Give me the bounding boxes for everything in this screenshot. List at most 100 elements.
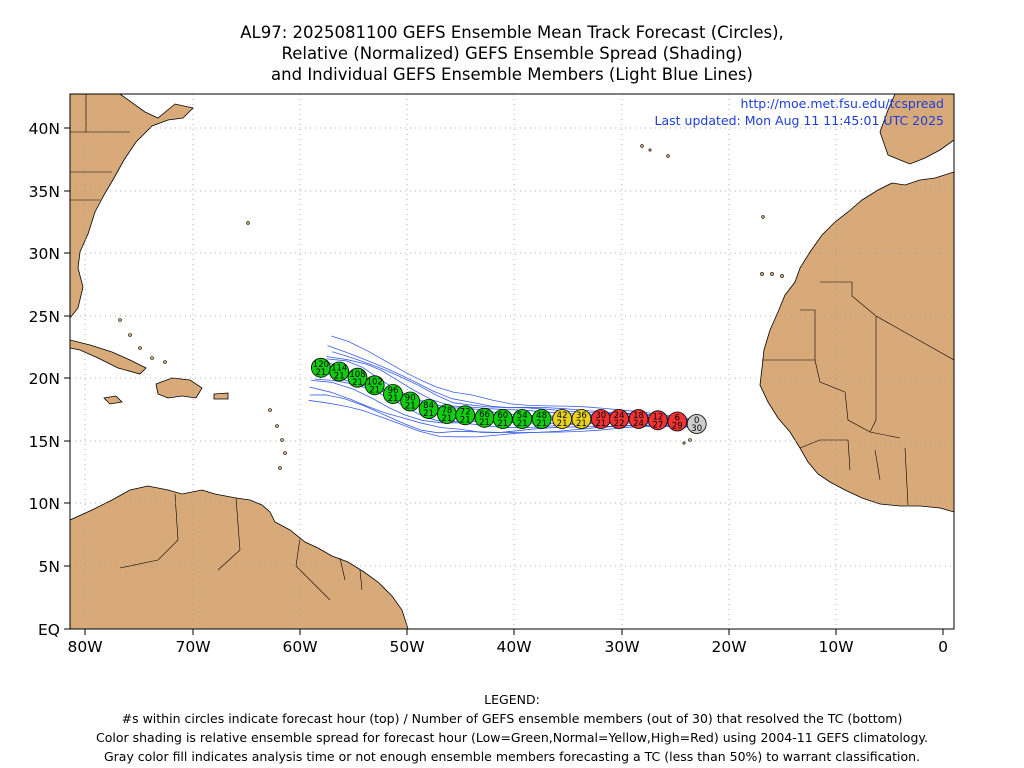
- track-hour-label: 84: [423, 401, 434, 411]
- track-members-label: 21: [576, 419, 587, 429]
- track-members-label: 21: [517, 419, 528, 429]
- lat-label-20n: 20N: [29, 370, 60, 388]
- track-circle: [648, 410, 668, 431]
- track-circle: [531, 409, 552, 429]
- hispaniola-land: [155, 377, 203, 399]
- legend-line-3: Gray color fill indicates analysis time …: [103, 749, 921, 764]
- lon-label-80w: 80W: [67, 638, 102, 656]
- track-hour-label: 114: [331, 364, 347, 374]
- track-hour-label: 66: [479, 410, 490, 420]
- track-members-label: 29: [672, 422, 683, 432]
- track-members-label: 21: [388, 394, 399, 404]
- tick-marks: [64, 127, 944, 635]
- lon-label-10w: 10W: [818, 638, 853, 656]
- track-hour-label: 108: [349, 370, 365, 380]
- track-members-label: 21: [595, 419, 606, 429]
- track-members-label: 21: [423, 409, 434, 419]
- track-circle: [347, 367, 368, 388]
- track-hour-label: 102: [367, 377, 383, 387]
- track-members-label: 30: [691, 424, 702, 434]
- track-members-label: 21: [460, 415, 471, 425]
- track-members-label: 21: [497, 419, 508, 429]
- lat-label-40n: 40N: [29, 120, 60, 138]
- legend: LEGEND: #s within circles indicate forec…: [0, 690, 1024, 766]
- ensemble-member-line: [309, 394, 697, 434]
- track-hour-label: 90: [405, 394, 416, 404]
- track-members-label: 21: [405, 402, 416, 412]
- track-members-label: 21: [352, 378, 363, 388]
- lat-label-25n: 25N: [29, 308, 60, 326]
- track-circle: [418, 399, 439, 419]
- track-hour-label: 54: [517, 411, 528, 421]
- track-members-label: 21: [557, 419, 568, 429]
- track-members-label: 21: [441, 414, 452, 424]
- lon-label-20w: 20W: [711, 638, 746, 656]
- ensemble-member-line: [308, 399, 697, 438]
- grid-lines: [70, 94, 954, 629]
- track-members-label: 21: [334, 372, 345, 382]
- chart-title: AL97: 2025081100 GEFS Ensemble Mean Trac…: [0, 22, 1024, 85]
- track-point: 030: [686, 414, 707, 434]
- track-hour-label: 96: [388, 386, 399, 396]
- track-hour-label: 18: [633, 411, 644, 421]
- track-members-label: 21: [315, 368, 326, 378]
- lat-label-eq: EQ: [38, 621, 60, 639]
- lon-label-70w: 70W: [175, 638, 210, 656]
- track-circle: [455, 405, 476, 426]
- track-hour-label: 12: [652, 412, 663, 422]
- track-circle: [609, 409, 629, 429]
- title-line-3: and Individual GEFS Ensemble Members (Li…: [271, 65, 753, 84]
- legend-line-1: #s within circles indicate forecast hour…: [121, 711, 903, 726]
- track-hour-label: 60: [497, 411, 508, 421]
- cuba-land: [70, 339, 147, 375]
- legend-line-2: Color shading is relative ensemble sprea…: [96, 730, 928, 745]
- track-circle: [364, 375, 385, 396]
- africa-borders: [762, 281, 954, 506]
- track-circle: [667, 411, 688, 432]
- title-line-2: Relative (Normalized) GEFS Ensemble Spre…: [281, 44, 743, 63]
- north-america-land: [70, 94, 194, 319]
- track-circle: [383, 384, 403, 404]
- track-members-label: 24: [633, 419, 644, 429]
- small-islands: [118, 144, 784, 470]
- track-circle: [400, 391, 421, 412]
- track-members-label: 21: [369, 385, 380, 395]
- map-frame: [69, 93, 955, 630]
- lat-label-15n: 15N: [29, 433, 60, 451]
- track-hour-label: 0: [694, 416, 699, 426]
- lat-label-30n: 30N: [29, 245, 60, 263]
- info-updated: Last updated: Mon Aug 11 11:45:01 UTC 20…: [655, 113, 944, 128]
- track-hour-label: 72: [460, 407, 471, 417]
- track-circle: [628, 409, 649, 429]
- lat-label-10n: 10N: [29, 495, 60, 513]
- track-hour-label: 42: [557, 411, 568, 421]
- lon-label-30w: 30W: [604, 638, 639, 656]
- lat-label-5n: 5N: [39, 558, 60, 576]
- africa-land: [759, 171, 954, 513]
- track-hour-label: 36: [576, 411, 587, 421]
- info-url[interactable]: http://moe.met.fsu.edu/tcspread: [741, 96, 944, 111]
- track-members-label: 27: [652, 420, 663, 430]
- track-members-label: 21: [479, 418, 490, 428]
- lon-label-60w: 60W: [282, 638, 317, 656]
- puerto-rico-land: [213, 392, 229, 400]
- track-hour-label: 6: [675, 414, 680, 424]
- track-point: 629: [667, 411, 688, 432]
- track-hour-label: 120: [313, 360, 329, 370]
